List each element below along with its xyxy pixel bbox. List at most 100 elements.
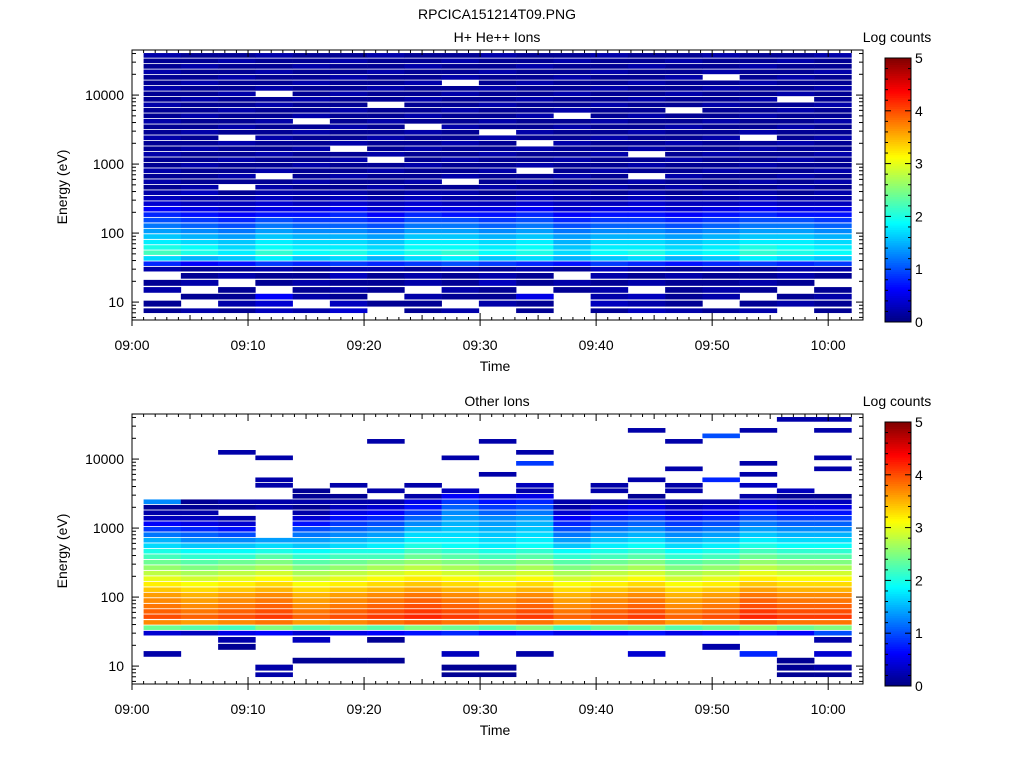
heatmap-cell (404, 576, 442, 581)
heatmap-cell (255, 559, 293, 565)
panel-title: H+ He++ Ions (454, 29, 541, 45)
heatmap-cell (776, 91, 815, 97)
heatmap-cell (404, 168, 442, 174)
heatmap-cell (218, 245, 256, 250)
heatmap-cell (404, 256, 442, 261)
heatmap-cell (739, 53, 778, 58)
heatmap-cell (516, 245, 554, 250)
colorbar-swatch (885, 595, 911, 599)
colorbar-swatch (885, 141, 911, 145)
colorbar-swatch (885, 648, 911, 652)
heatmap-cell (404, 532, 442, 538)
colorbar-swatch (885, 549, 911, 553)
colorbar-swatch (885, 481, 911, 484)
heatmap-cell (590, 228, 629, 234)
heatmap-cell (478, 206, 517, 212)
heatmap-cell (255, 565, 293, 570)
heatmap-cell (218, 146, 256, 152)
heatmap-cell (516, 80, 554, 86)
colorbar-swatch (885, 441, 911, 445)
colorbar-swatch (885, 606, 911, 610)
heatmap-cell (776, 129, 815, 135)
colorbar-swatch (885, 216, 911, 219)
colorbar-swatch (885, 84, 911, 87)
heatmap-cell (702, 592, 740, 598)
heatmap-cell (516, 450, 554, 455)
colorbar-swatch (885, 115, 911, 118)
heatmap-cell (404, 201, 442, 206)
colorbar-swatch (885, 119, 911, 123)
colorbar-swatch (885, 271, 911, 274)
heatmap-cell (478, 554, 517, 559)
colorbar-swatch (885, 71, 911, 74)
heatmap-cell (218, 69, 256, 75)
heatmap-cell (478, 581, 517, 587)
heatmap-cell (665, 537, 703, 543)
colorbar-swatch (885, 510, 911, 513)
heatmap-cell (143, 64, 182, 69)
panel-title: Other Ions (464, 393, 529, 409)
heatmap-cell (814, 206, 852, 212)
heatmap-cell (367, 201, 405, 206)
heatmap-cell (441, 53, 480, 58)
heatmap-cell (590, 113, 629, 119)
heatmap-cell (404, 482, 442, 488)
heatmap-cell (776, 598, 815, 603)
heatmap-cell (292, 266, 331, 272)
heatmap-cell (329, 91, 368, 97)
colorbar-swatch (885, 319, 911, 323)
heatmap-cell (478, 603, 517, 609)
heatmap-cell (441, 113, 480, 119)
heatmap-cell (739, 548, 778, 554)
heatmap-cell (553, 614, 591, 619)
heatmap-cell (478, 107, 517, 113)
colorbar-tick-label: 5 (915, 50, 923, 66)
colorbar-swatch (885, 501, 911, 504)
y-tick-label: 100 (101, 589, 125, 605)
heatmap-cell (814, 537, 852, 543)
heatmap-cell (665, 113, 703, 119)
heatmap-cell (180, 256, 219, 261)
heatmap-cell (441, 576, 480, 581)
heatmap-cell (180, 570, 219, 576)
heatmap-cell (441, 603, 480, 609)
heatmap-cell (814, 157, 852, 163)
heatmap-cell (143, 592, 182, 598)
heatmap-cell (180, 58, 219, 64)
heatmap-cell (516, 603, 554, 609)
heatmap-cell (441, 548, 480, 554)
heatmap-cell (404, 140, 442, 146)
heatmap-cell (776, 157, 815, 163)
heatmap-cell (739, 526, 778, 532)
heatmap-cell (627, 124, 666, 130)
heatmap-cell (702, 504, 740, 510)
heatmap-cell (702, 598, 740, 603)
heatmap-cell (255, 609, 293, 614)
heatmap-cell (441, 206, 480, 212)
heatmap-cell (292, 493, 331, 499)
heatmap-cell (739, 250, 778, 255)
heatmap-cell (739, 173, 778, 179)
heatmap-cell (218, 223, 256, 228)
heatmap-cell (665, 124, 703, 130)
heatmap-cell (739, 287, 778, 293)
heatmap-cell (367, 245, 405, 250)
heatmap-cell (739, 64, 778, 69)
heatmap-cell (553, 190, 591, 195)
heatmap-cell (404, 499, 442, 505)
heatmap-cell (218, 201, 256, 206)
heatmap-cell (218, 91, 256, 97)
heatmap-cell (627, 614, 666, 619)
heatmap-cell (404, 69, 442, 75)
colorbar-swatch (885, 459, 911, 462)
heatmap-cell (478, 250, 517, 255)
heatmap-cell (404, 190, 442, 195)
heatmap-cell (441, 86, 480, 91)
heatmap-cell (739, 179, 778, 185)
heatmap-cell (590, 223, 629, 228)
heatmap-cell (143, 234, 182, 239)
colorbar-swatch (885, 58, 911, 61)
heatmap-cell (776, 223, 815, 228)
heatmap-cell (627, 576, 666, 581)
heatmap-cell (180, 620, 219, 625)
